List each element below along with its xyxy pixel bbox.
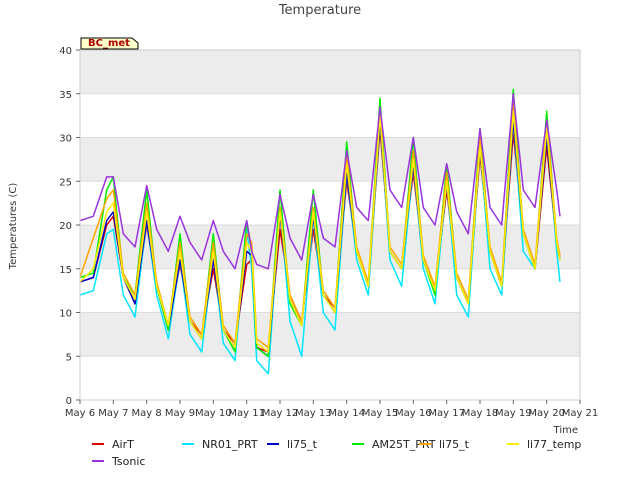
x-tick-label: May 17 xyxy=(428,408,465,419)
background-band xyxy=(80,225,580,269)
legend-label: Tsonic xyxy=(111,455,145,468)
legend-item: li77_temp xyxy=(507,438,581,451)
series-line-5 xyxy=(79,110,561,353)
x-axis-label: Time xyxy=(553,425,578,436)
legend-item: Tsonic xyxy=(92,455,145,468)
legend-item: AM25T_PRT xyxy=(352,438,436,451)
y-tick-label: 5 xyxy=(66,352,72,363)
x-tick-label: May 12 xyxy=(262,408,299,419)
x-tick-label: May 21 xyxy=(562,408,599,419)
legend-item: AirT xyxy=(92,438,134,451)
x-tick-label: May 6 xyxy=(65,408,95,419)
legend-label: li75_t xyxy=(439,438,470,451)
y-tick-label: 35 xyxy=(59,90,72,101)
x-tick-label: May 7 xyxy=(98,408,128,419)
x-tick-label: May 20 xyxy=(528,408,565,419)
series-line-1 xyxy=(79,119,561,375)
x-tick-label: May 14 xyxy=(328,408,365,419)
legend-label: li75_t xyxy=(287,438,318,451)
legend-item: li75_t xyxy=(267,438,318,451)
y-tick-label: 15 xyxy=(59,265,72,276)
y-tick-label: 25 xyxy=(59,177,72,188)
y-tick-label: 40 xyxy=(59,46,72,57)
chart-title: Temperature xyxy=(278,3,361,18)
background-band xyxy=(80,50,580,94)
legend: AirT NR01_PRT li75_t AM25T_PRT li75_t li77_te… xyxy=(92,438,581,468)
y-tick-label: 30 xyxy=(59,134,72,145)
y-tick-label: 0 xyxy=(66,396,72,407)
x-tick-label: May 10 xyxy=(195,408,232,419)
x-tick-label: May 15 xyxy=(362,408,399,419)
legend-item: NR01_PRT xyxy=(182,438,258,451)
station-badge: BC_met xyxy=(80,37,139,50)
x-tick-label: May 18 xyxy=(462,408,499,419)
x-tick-label: May 19 xyxy=(495,408,532,419)
x-tick-label: May 8 xyxy=(132,408,162,419)
y-tick-label: 20 xyxy=(59,221,72,232)
background-band xyxy=(80,137,580,182)
legend-label: AirT xyxy=(112,438,134,451)
x-tick-label: May 13 xyxy=(295,408,332,419)
legend-label: li77_temp xyxy=(527,438,581,451)
x-tick-label: May 16 xyxy=(395,408,432,419)
background-band xyxy=(80,312,580,357)
y-axis-label: Temperatures (C) xyxy=(8,183,19,271)
legend-label: AM25T_PRT xyxy=(372,438,436,451)
x-tick-label: May 9 xyxy=(165,408,195,419)
y-tick-label: 10 xyxy=(59,309,72,320)
legend-label: NR01_PRT xyxy=(202,438,258,451)
x-tick-label: May 11 xyxy=(228,408,265,419)
legend-item: li75_t xyxy=(419,438,470,451)
series-line-6 xyxy=(79,93,561,270)
series-layer xyxy=(79,88,561,375)
station-badge-label: BC_met xyxy=(88,38,130,49)
